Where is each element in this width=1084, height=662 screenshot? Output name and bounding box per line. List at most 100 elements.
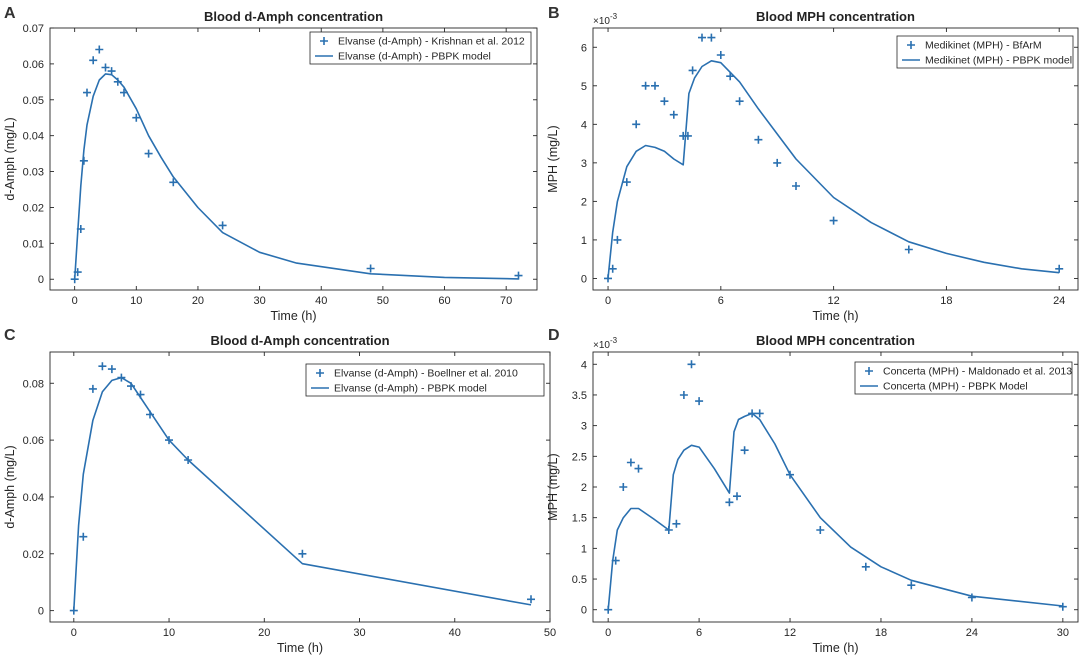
data-point-marker — [695, 397, 704, 406]
legend-box — [309, 31, 532, 65]
panel-b-title: Blood MPH concentration — [756, 9, 915, 24]
panel-letter-d: D — [548, 327, 560, 344]
legend-marker-scatter — [320, 37, 328, 45]
x-tick-label: 24 — [1053, 295, 1065, 307]
legend-entry-scatter: Concerta (MPH) - Maldonado et al. 2013 — [883, 366, 1072, 378]
x-tick-label: 0 — [71, 627, 77, 639]
panel-c-legend: Elvanse (d-Amph) - Boellner et al. 2010 E… — [305, 363, 545, 397]
data-point-marker — [651, 81, 659, 90]
data-point-marker — [861, 562, 870, 571]
data-point-marker — [1055, 264, 1064, 273]
x-tick-label: 40 — [315, 295, 327, 307]
data-point-marker — [120, 88, 128, 97]
data-point-marker — [786, 470, 794, 479]
data-point-marker — [107, 67, 116, 76]
panel-d-y-exponent: ×10-3 — [593, 336, 618, 351]
panel-letter-a: A — [4, 5, 16, 22]
data-point-marker — [664, 526, 673, 534]
panel-b-x-axis-label: Time (h) — [812, 309, 858, 323]
panel-a-title: Blood d-Amph concentration — [204, 9, 383, 24]
data-point-marker — [98, 362, 107, 371]
data-point-marker — [740, 446, 749, 455]
x-tick-label: 0 — [605, 627, 611, 639]
y-tick-label: 2 — [581, 196, 587, 208]
data-point-marker — [79, 532, 88, 541]
x-tick-label: 50 — [544, 627, 556, 639]
x-tick-label: 20 — [192, 295, 204, 307]
data-point-marker — [904, 245, 913, 254]
data-point-marker — [165, 436, 173, 445]
x-tick-label: 40 — [449, 627, 461, 639]
y-tick-label: 3.5 — [572, 390, 587, 402]
data-point-marker — [76, 225, 85, 233]
data-point-marker — [622, 178, 631, 187]
data-point-marker — [687, 360, 696, 369]
exponent-base: ×10 — [593, 340, 610, 351]
data-point-marker — [604, 274, 612, 283]
data-point-marker — [748, 409, 757, 418]
data-point-marker — [679, 391, 688, 399]
y-tick-label: 0 — [581, 273, 587, 285]
data-point-marker — [733, 492, 741, 501]
panel-d-y-axis-label: MPH (mg/L) — [546, 453, 560, 520]
plot-area-frame — [592, 27, 1079, 291]
data-point-marker — [669, 110, 678, 119]
legend-entry-scatter: Medikinet (MPH) - BfArM — [925, 40, 1042, 52]
legend-box — [854, 361, 1073, 395]
panel-letter-c: C — [4, 327, 16, 344]
x-tick-label: 20 — [258, 627, 270, 639]
x-tick-label: 70 — [500, 295, 512, 307]
panel-d-legend: Concerta (MPH) - Maldonado et al. 2013 Co… — [854, 361, 1073, 395]
data-point-marker — [907, 581, 916, 590]
y-tick-label: 2 — [581, 482, 587, 494]
data-point-marker — [632, 120, 641, 129]
x-tick-label: 10 — [130, 295, 142, 307]
data-point-marker — [698, 33, 706, 42]
panel-c: C Blood d-Amph concentration Time (h) d-… — [3, 327, 556, 655]
data-point-marker — [127, 382, 135, 391]
data-point-marker — [89, 56, 98, 65]
y-tick-label: 0 — [38, 606, 44, 618]
data-point-marker — [672, 519, 681, 528]
x-tick-label: 18 — [940, 295, 952, 307]
data-point-marker — [146, 410, 154, 419]
legend-entry-line: Concerta (MPH) - PBPK Model — [883, 381, 1028, 393]
data-point-marker — [754, 135, 763, 144]
panel-c-title: Blood d-Amph concentration — [210, 333, 389, 348]
y-tick-label: 0.02 — [23, 202, 44, 214]
x-tick-label: 12 — [784, 627, 796, 639]
panel-d: D Blood MPH concentration Time (h) MPH (… — [546, 327, 1079, 655]
y-tick-label: 0.06 — [23, 59, 44, 71]
data-point-marker — [88, 384, 97, 393]
legend-marker-scatter — [316, 369, 324, 377]
data-point-marker — [626, 458, 635, 467]
y-tick-label: 1.5 — [572, 513, 587, 525]
x-tick-label: 12 — [827, 295, 839, 307]
y-tick-label: 0.07 — [23, 23, 44, 35]
data-point-marker — [604, 605, 613, 614]
y-tick-label: 0.08 — [23, 378, 44, 390]
y-tick-label: 0.01 — [23, 238, 44, 250]
panel-b-y-exponent: ×10-3 — [593, 12, 618, 27]
y-tick-label: 0.06 — [23, 435, 44, 447]
panel-a-legend: Elvanse (d-Amph) - Krishnan et al. 2012 E… — [309, 31, 532, 65]
model-line — [607, 412, 1063, 610]
panel-c-y-axis-label: d-Amph (mg/L) — [3, 445, 17, 528]
data-point-marker — [101, 63, 110, 72]
data-point-marker — [366, 264, 375, 273]
plot-area-frame — [49, 351, 551, 623]
y-tick-label: 0.03 — [23, 167, 44, 179]
data-point-marker — [816, 526, 825, 534]
panel-a: A Blood d-Amph concentration Time (h) d-… — [3, 5, 538, 323]
data-point-marker — [725, 498, 734, 507]
data-point-marker — [641, 81, 650, 90]
y-tick-label: 0.04 — [23, 492, 44, 504]
y-tick-label: 0.05 — [23, 95, 44, 107]
y-tick-label: 6 — [581, 42, 587, 54]
panel-b-y-axis-label: MPH (mg/L) — [546, 125, 560, 192]
data-point-marker — [683, 131, 692, 140]
data-point-marker — [634, 464, 643, 473]
x-tick-label: 50 — [377, 295, 389, 307]
data-point-marker — [107, 365, 116, 374]
